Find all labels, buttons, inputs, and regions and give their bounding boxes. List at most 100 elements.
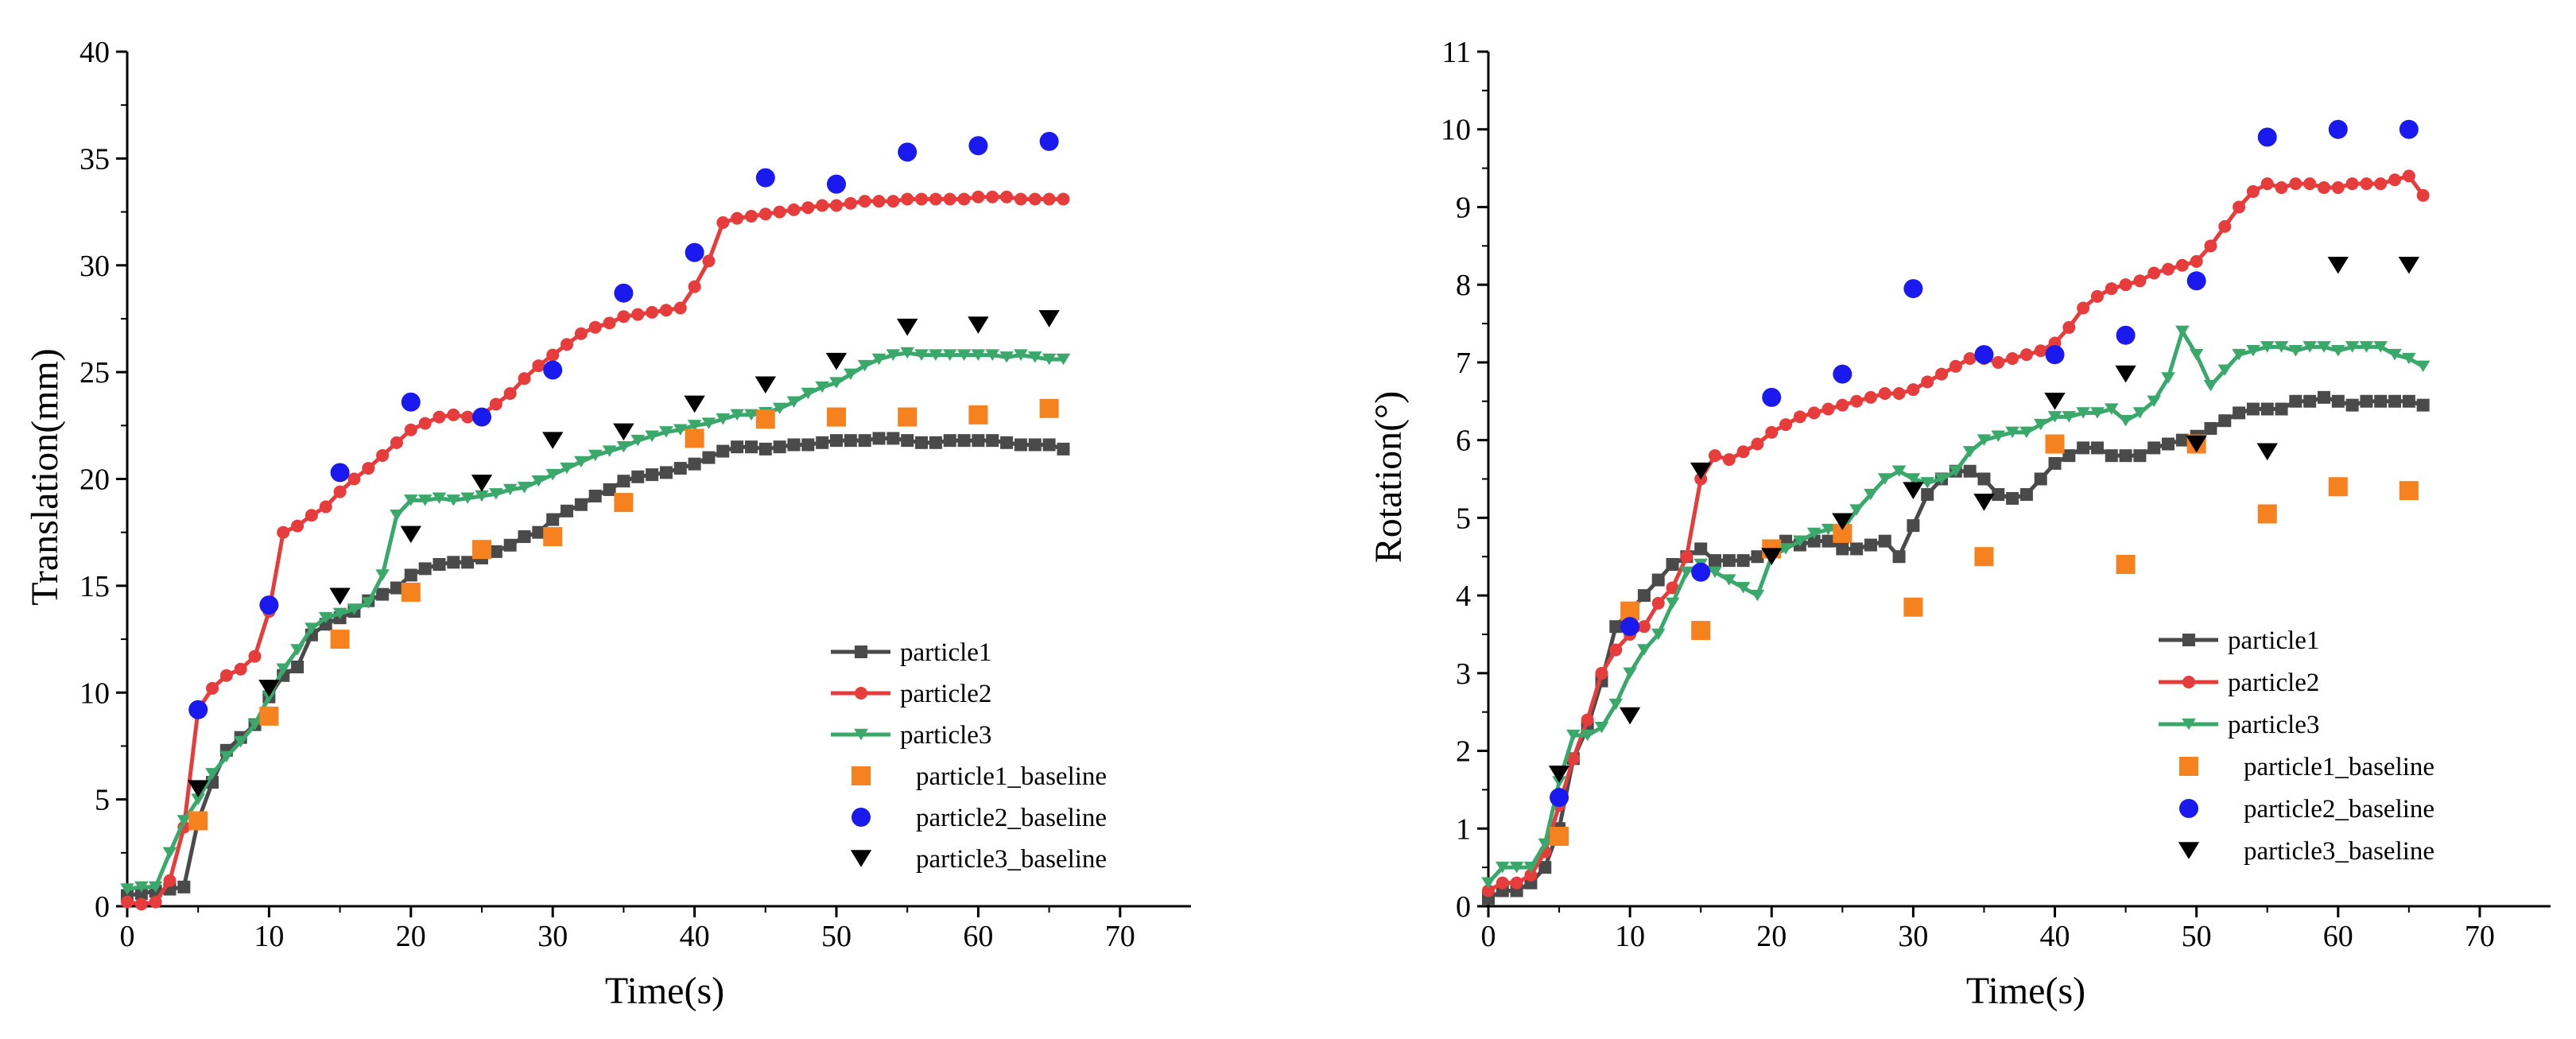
data-point bbox=[857, 359, 872, 372]
data-point bbox=[347, 472, 361, 486]
legend-label: particle3_baseline bbox=[916, 845, 1107, 874]
data-point bbox=[1496, 861, 1510, 874]
data-point bbox=[2303, 177, 2317, 191]
data-point bbox=[531, 475, 546, 487]
data-point bbox=[1878, 387, 1891, 400]
data-point bbox=[1651, 596, 1665, 610]
data-point bbox=[1793, 410, 1806, 424]
x-tick-label: 40 bbox=[2040, 920, 2070, 953]
data-point bbox=[1849, 504, 1864, 516]
data-point bbox=[957, 434, 971, 448]
data-point bbox=[844, 368, 858, 381]
data-point bbox=[560, 462, 574, 475]
data-point bbox=[1042, 353, 1057, 366]
data-point bbox=[546, 348, 560, 362]
legend-entry: particle2_baseline bbox=[2179, 795, 2434, 824]
data-point bbox=[259, 595, 279, 615]
data-point bbox=[475, 490, 489, 502]
data-point bbox=[2388, 394, 2402, 408]
data-point bbox=[2147, 266, 2161, 280]
data-point bbox=[472, 407, 491, 427]
y-axis-title: Translation(mm) bbox=[24, 348, 66, 606]
data-point bbox=[361, 597, 376, 609]
data-point bbox=[1864, 538, 1877, 552]
data-point bbox=[858, 195, 871, 208]
data-point bbox=[1891, 465, 1907, 477]
x-axis-title: Time(s) bbox=[1966, 970, 2085, 1012]
data-point bbox=[687, 420, 702, 432]
y-tick-label: 4 bbox=[1456, 580, 1471, 613]
data-point bbox=[191, 793, 205, 805]
data-point bbox=[787, 203, 801, 216]
data-point bbox=[1057, 192, 1070, 206]
data-point bbox=[489, 545, 502, 558]
data-point bbox=[2006, 491, 2019, 505]
data-point bbox=[986, 434, 999, 448]
data-point bbox=[2175, 325, 2190, 338]
data-point bbox=[134, 881, 149, 894]
data-point bbox=[2115, 365, 2136, 383]
data-point bbox=[731, 440, 744, 454]
data-point bbox=[574, 456, 588, 468]
data-point bbox=[447, 556, 460, 569]
legend-entry: particle3 bbox=[2159, 711, 2319, 739]
data-point bbox=[543, 527, 563, 547]
data-point bbox=[518, 530, 531, 544]
data-point bbox=[2162, 262, 2175, 276]
data-point bbox=[2373, 341, 2388, 353]
data-point bbox=[755, 409, 775, 429]
data-point bbox=[545, 468, 560, 481]
legend-swatch-marker bbox=[850, 850, 872, 867]
data-point bbox=[1977, 472, 1991, 486]
data-point bbox=[418, 417, 432, 430]
data-point bbox=[2105, 282, 2118, 296]
data-point bbox=[2186, 435, 2207, 453]
data-point bbox=[2416, 398, 2430, 412]
data-point bbox=[2328, 477, 2348, 497]
legend-label: particle2 bbox=[2228, 669, 2319, 697]
data-point bbox=[588, 449, 603, 462]
data-point bbox=[702, 254, 716, 268]
data-point bbox=[1833, 364, 1852, 384]
y-tick-label: 8 bbox=[1456, 269, 1471, 302]
data-point bbox=[2034, 344, 2047, 358]
data-point bbox=[1039, 398, 1059, 418]
data-point bbox=[1623, 667, 1637, 680]
data-point bbox=[1014, 192, 1027, 206]
data-point bbox=[390, 509, 404, 521]
data-point bbox=[2246, 345, 2260, 357]
data-point bbox=[1550, 827, 1569, 847]
data-point bbox=[1974, 547, 1994, 567]
data-point bbox=[375, 569, 390, 581]
x-tick-label: 60 bbox=[2323, 920, 2353, 953]
data-point bbox=[2398, 256, 2420, 274]
data-point bbox=[1920, 477, 1935, 489]
data-point bbox=[1538, 838, 1553, 851]
data-point bbox=[827, 407, 846, 427]
data-point bbox=[517, 482, 532, 494]
data-point bbox=[2090, 441, 2104, 455]
data-point bbox=[1694, 542, 1708, 556]
legend-swatch-marker bbox=[2178, 842, 2200, 859]
data-point bbox=[2019, 426, 2034, 439]
data-point bbox=[2203, 380, 2218, 392]
data-point bbox=[2033, 418, 2048, 431]
data-point bbox=[2345, 398, 2359, 412]
data-point bbox=[1509, 861, 1524, 874]
y-tick-label: 0 bbox=[1456, 890, 1471, 924]
data-point bbox=[2232, 348, 2246, 361]
x-tick-label: 20 bbox=[396, 920, 426, 953]
data-point bbox=[2119, 278, 2132, 292]
y-tick-label: 30 bbox=[80, 250, 110, 283]
data-point bbox=[744, 209, 758, 223]
data-point bbox=[1665, 597, 1680, 610]
data-point bbox=[1878, 534, 1891, 548]
data-point bbox=[900, 347, 914, 359]
data-point bbox=[460, 492, 475, 504]
data-point bbox=[688, 280, 701, 293]
data-point bbox=[1963, 464, 1977, 478]
data-point bbox=[543, 360, 563, 380]
data-point bbox=[1992, 355, 2005, 369]
y-axis-title: Rotation(°) bbox=[1368, 391, 1410, 564]
data-point bbox=[972, 434, 985, 448]
